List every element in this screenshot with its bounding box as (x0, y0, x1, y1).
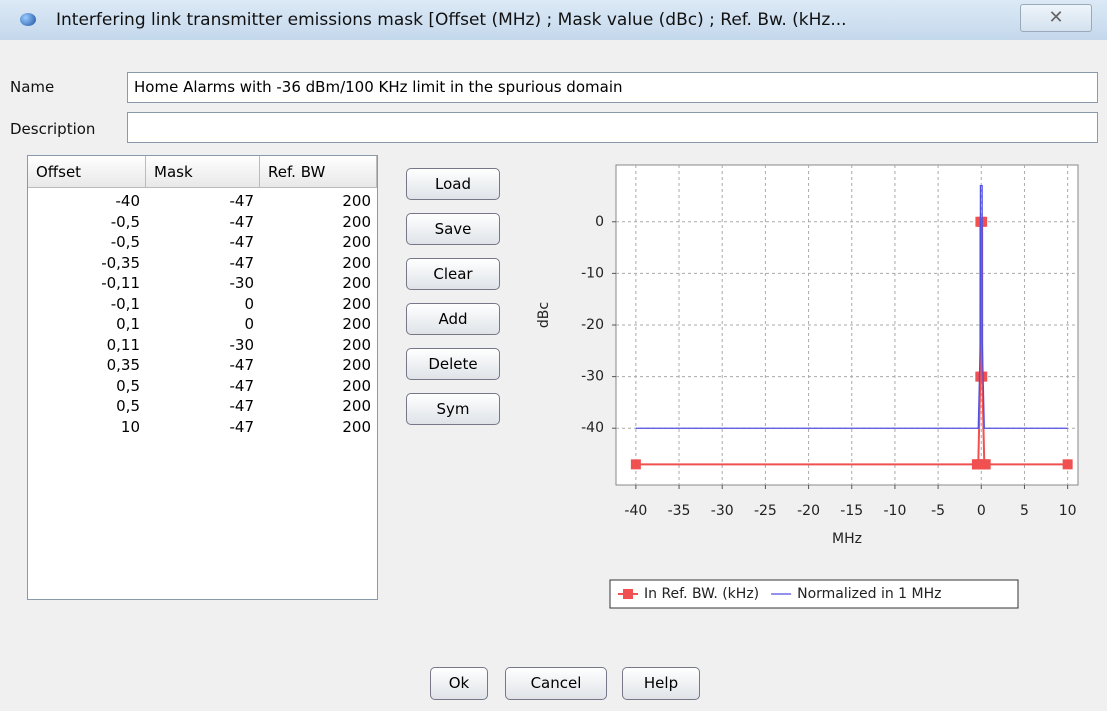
table-cell: 0,5 (116, 376, 140, 395)
table-cell: -47 (229, 356, 255, 374)
action-button[interactable]: Sym (406, 393, 500, 425)
action-button[interactable]: Delete (406, 348, 500, 380)
table-cell: -0,1 (110, 294, 140, 313)
table-cell: 200 (342, 212, 371, 231)
x-tick-label: -15 (840, 503, 863, 519)
table-cell: 200 (342, 315, 371, 333)
title-bar: Interfering link transmitter emissions m… (0, 0, 1107, 40)
column-header: Mask (146, 156, 260, 188)
x-tick-label: 5 (1020, 503, 1029, 519)
legend-label: In Ref. BW. (kHz) (644, 586, 759, 602)
x-tick-label: -5 (931, 503, 945, 519)
x-tick-label: -35 (668, 503, 691, 519)
table-cell: 200 (342, 417, 371, 436)
action-button[interactable]: Load (406, 168, 500, 200)
point-marker (973, 459, 984, 470)
x-tick-label: -25 (754, 503, 777, 519)
table-cell: -0,5 (110, 212, 140, 231)
dialog-button[interactable]: Cancel (505, 667, 607, 700)
y-tick-label: 0 (595, 214, 604, 230)
x-tick-label: -20 (797, 503, 820, 519)
table-cell: -47 (229, 192, 255, 210)
y-tick-label: -10 (581, 265, 604, 281)
table-cell: -30 (229, 335, 255, 354)
chart: -40 -35 -30 -25 -20 -15 -10 -5 0 5 10 0 -10 -20 -30 -40… (536, 164, 1079, 609)
table-cell: 0,1 (116, 315, 140, 333)
dialog-button[interactable]: Help (622, 667, 700, 700)
point-marker (1062, 459, 1073, 470)
table-cell: -47 (229, 212, 255, 231)
column-header: Ref. BW (260, 156, 377, 188)
point-marker (980, 459, 991, 470)
table-cell: 200 (342, 253, 371, 272)
table-cell: -47 (229, 417, 255, 436)
point-marker (630, 459, 641, 470)
description-field[interactable] (127, 112, 1098, 143)
table-cell: 200 (342, 335, 371, 354)
table-cell: 200 (342, 192, 371, 210)
x-tick-label: 10 (1059, 503, 1077, 519)
x-tick-label: 0 (977, 503, 986, 519)
app-icon (20, 13, 36, 26)
table-cell: 200 (342, 294, 371, 313)
x-tick-label: -30 (711, 503, 734, 519)
table-cell: 200 (342, 233, 371, 251)
action-button[interactable]: Add (406, 303, 500, 335)
legend-marker (623, 589, 633, 599)
table-cell: -47 (229, 253, 255, 272)
table-cell: 200 (342, 274, 371, 292)
action-button[interactable]: Save (406, 213, 500, 245)
table-cell: -0,11 (101, 274, 140, 292)
y-tick-label: -20 (581, 317, 604, 333)
column-header: Offset (28, 156, 146, 188)
description-label: Description (10, 120, 96, 138)
table-cell: -0,5 (110, 233, 140, 251)
mask-table: Offset Mask Ref. BW -40 -47 200 -0,5 -47 200 -0,5… (27, 155, 378, 600)
action-button[interactable]: Clear (406, 258, 500, 290)
name-label: Name (10, 78, 55, 96)
y-tick-label: -30 (581, 369, 604, 385)
table-cell: -47 (229, 233, 255, 251)
name-field[interactable]: Home Alarms with -36 dBm/100 KHz limit i… (127, 72, 1098, 103)
x-tick-label: -40 (624, 503, 647, 519)
table-cell: -47 (229, 376, 255, 395)
series-line (635, 184, 1068, 429)
table-cell: -40 (115, 192, 141, 210)
table-cell: 200 (342, 356, 371, 374)
y-axis-label: dBc (536, 302, 552, 328)
close-button[interactable]: ✕ (1020, 4, 1092, 32)
y-tick-label: -40 (581, 420, 604, 436)
table-cell: 0,5 (116, 397, 140, 415)
point-marker (977, 371, 988, 382)
table-cell: -30 (229, 274, 255, 292)
window-title: Interfering link transmitter emissions m… (56, 10, 847, 30)
table-cell: -47 (229, 397, 255, 415)
dialog-button[interactable]: Ok (430, 667, 488, 700)
table-cell: 10 (120, 417, 140, 436)
legend-box (609, 579, 1019, 609)
table-cell: 0,11 (106, 335, 140, 354)
table-cell: 200 (342, 397, 371, 415)
x-tick-label: -10 (883, 503, 906, 519)
table-cell: 200 (342, 376, 371, 395)
x-axis-label: MHz (832, 531, 862, 547)
legend-label: Normalized in 1 MHz (797, 586, 941, 602)
table-cell: 0,35 (106, 356, 140, 374)
table-cell: -0,35 (101, 253, 140, 272)
table-cell: 0 (244, 315, 254, 333)
table-cell: 0 (244, 294, 254, 313)
